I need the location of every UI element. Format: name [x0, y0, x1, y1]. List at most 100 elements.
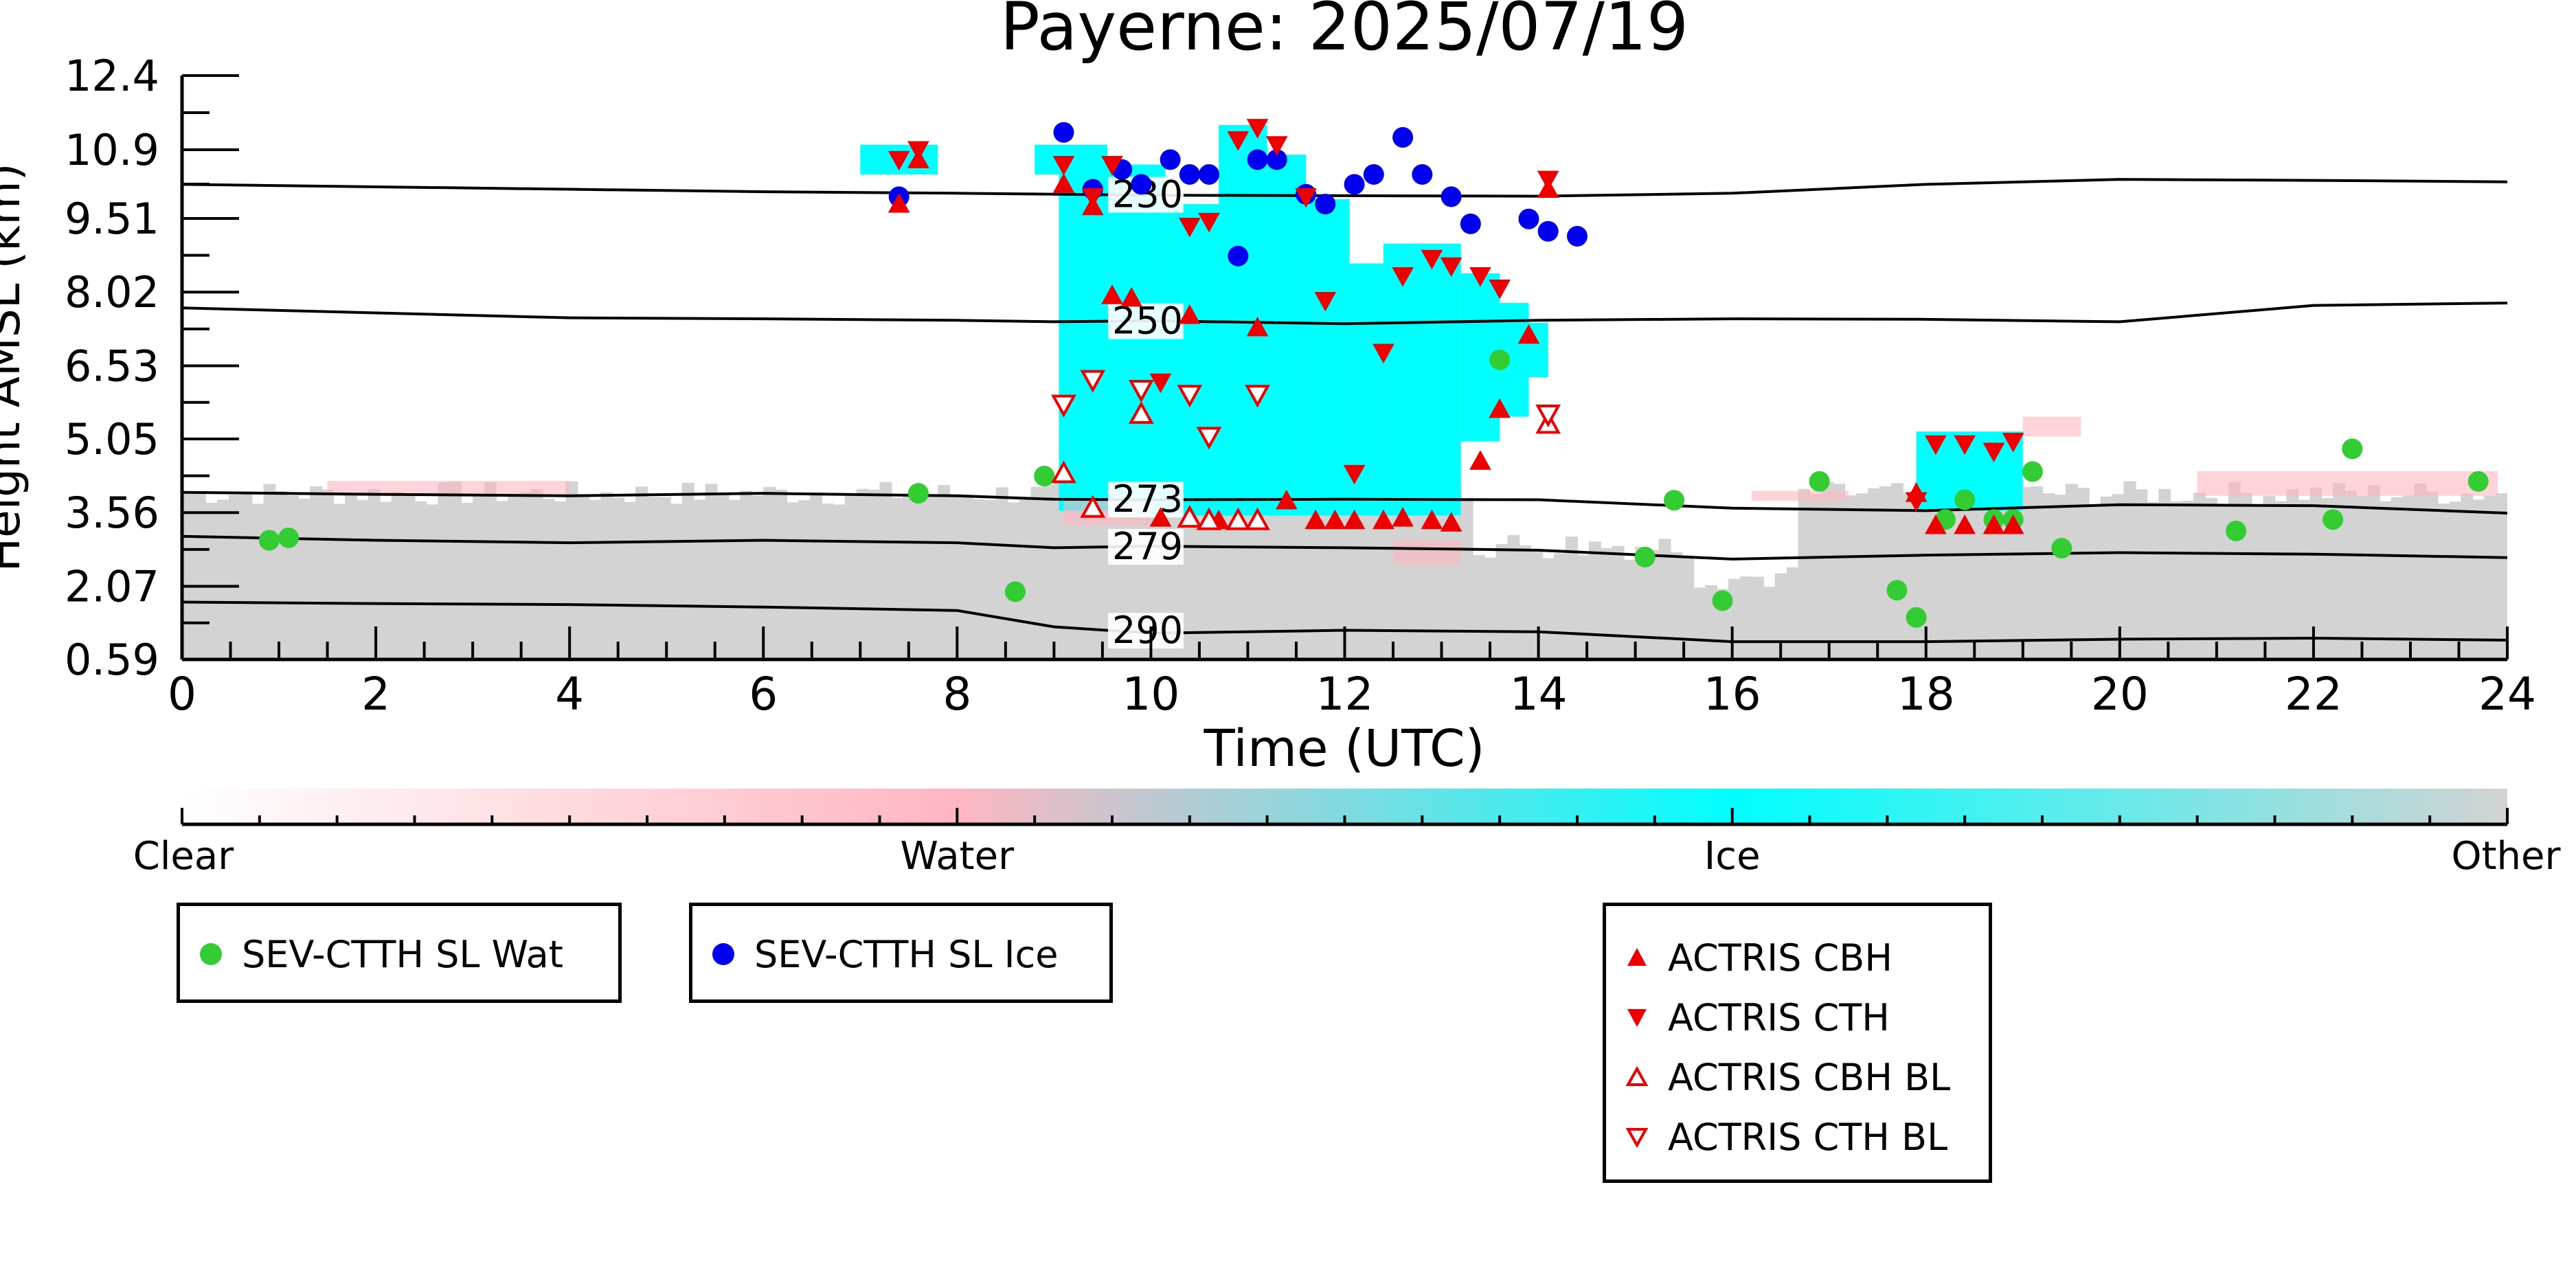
cloud-mask-other: [1530, 552, 1544, 659]
cloud-mask-other: [2007, 496, 2020, 659]
y-tick-label: 10.9: [65, 125, 159, 175]
point-actris-cth: [907, 141, 929, 161]
cloud-mask-other: [821, 503, 834, 659]
cloud-mask-other: [624, 501, 637, 659]
cloud-mask-other: [1670, 552, 1683, 659]
cloud-mask-other: [2402, 495, 2415, 659]
cloud-mask-other: [263, 484, 276, 659]
point-actris-cth-bl: [1196, 427, 1222, 450]
x-tick-label: 18: [1897, 668, 1955, 721]
cloud-mask-other: [984, 499, 997, 659]
point-actris-cth-bl: [1535, 405, 1561, 428]
cloud-mask-other: [310, 486, 323, 659]
point-actris-cbh: [1392, 507, 1414, 527]
cloud-mask-other: [1379, 499, 1392, 659]
isotherm-line-273: [182, 490, 2507, 515]
cloud-mask-other: [670, 504, 683, 659]
cloud-mask-other: [2367, 485, 2380, 659]
cloud-mask-other: [1763, 587, 1776, 659]
point-actris-cbh: [1489, 398, 1511, 418]
point-actris-cth: [1081, 188, 1104, 208]
cloud-mask-other: [1193, 487, 1206, 659]
cloud-mask-other: [2309, 487, 2323, 659]
legend-entry-actris-cth-bl: ACTRIS CTH BL: [1606, 1109, 1947, 1164]
cloud-mask-other: [1344, 502, 1357, 659]
point-actris-cbh: [1120, 286, 1143, 307]
cloud-mask-other: [2170, 501, 2183, 659]
cloud-mask-water: [2197, 471, 2498, 496]
cloud-mask-other: [787, 502, 800, 659]
cloud-mask-other: [879, 482, 892, 659]
cloud-mask-other: [1298, 494, 1311, 659]
cloud-mask-other: [519, 492, 532, 659]
point-sev-ctth-sl-wat: [1634, 547, 1656, 568]
point-sev-ctth-sl-ice: [1440, 186, 1462, 207]
cloud-mask-other: [2228, 482, 2241, 659]
cloud-mask-other: [1228, 505, 1241, 659]
cloud-mask-other: [356, 499, 369, 659]
point-sev-ctth-sl-ice: [1247, 149, 1268, 170]
cloud-mask-other: [972, 499, 985, 659]
point-sev-ctth-sl-wat: [2051, 538, 2072, 559]
cloud-mask-other: [228, 495, 241, 659]
cloud-mask-other: [344, 493, 357, 659]
cloud-mask-other: [763, 486, 776, 659]
isotherm-line-279: [182, 534, 2507, 561]
legend-label: ACTRIS CTH BL: [1668, 1115, 1948, 1159]
cloud-mask-other: [2274, 501, 2287, 659]
point-sev-ctth-sl-wat: [1489, 349, 1511, 370]
cloud-mask-other: [1437, 489, 1450, 659]
cloud-mask-other: [1252, 491, 1265, 659]
cloud-mask-other: [1856, 493, 1869, 659]
point-sev-ctth-sl-wat: [258, 530, 280, 551]
cloud-mask-background: [182, 124, 2507, 659]
point-sev-ctth-sl-wat: [1712, 590, 1733, 611]
point-actris-cbh-bl: [1245, 507, 1270, 530]
point-sev-ctth-sl-wat: [2022, 461, 2043, 482]
point-sev-ctth-sl-ice: [1179, 163, 1200, 185]
cloud-mask-other: [2193, 493, 2206, 659]
point-actris-cbh: [1421, 509, 1443, 530]
cloud-mask-other: [1077, 484, 1090, 659]
point-actris-cbh-bl: [1225, 507, 1251, 530]
point-actris-cth: [1265, 136, 1288, 156]
isotherm-label-290: 290: [1112, 609, 1183, 652]
point-actris-cth: [1314, 291, 1337, 312]
point-sev-ctth-sl-wat: [1886, 580, 1908, 601]
point-actris-cbh: [1440, 512, 1462, 532]
cloud-mask-other: [565, 481, 578, 659]
isotherm-label-279: 279: [1112, 525, 1183, 568]
point-actris-cbh: [1925, 514, 1947, 534]
point-actris-cbh: [1954, 514, 1976, 534]
cloud-mask-other: [1460, 499, 1473, 659]
cloud-mask-other: [1949, 495, 1962, 659]
cloud-mask-other: [1274, 503, 1287, 659]
point-sev-ctth-sl-ice: [1518, 208, 1539, 229]
point-actris-cbh-bl: [1128, 400, 1154, 425]
point-actris-cth: [1489, 279, 1511, 300]
cloud-mask-other: [438, 482, 451, 659]
cloud-mask-other: [298, 498, 311, 659]
colorbar-label-ice: Ice: [1704, 834, 1761, 879]
cloud-mask-other: [926, 495, 939, 659]
y-tick-label: 8.02: [65, 267, 159, 317]
point-sev-ctth-sl-ice: [1160, 149, 1181, 170]
cloud-mask-other: [856, 488, 869, 659]
cloud-mask-other: [1333, 494, 1346, 659]
cloud-mask-other: [2216, 505, 2229, 659]
point-actris-cth: [1295, 188, 1317, 208]
cloud-mask-other: [1065, 482, 1078, 659]
cloud-mask-other: [1623, 559, 1636, 659]
point-sev-ctth-sl-ice: [1266, 149, 1287, 170]
cloud-mask-other: [577, 495, 590, 659]
cloud-mask-other: [903, 495, 916, 659]
legend-entry-actris-cth: ACTRIS CTH: [1606, 990, 1890, 1045]
observation-markers: [258, 119, 2489, 628]
cloud-mask-other: [2496, 493, 2507, 659]
cloud-mask-other: [205, 503, 218, 659]
point-sev-ctth-sl-ice: [1131, 174, 1152, 195]
point-sev-ctth-sl-wat: [1004, 581, 1026, 602]
point-actris-cbh: [1343, 509, 1366, 530]
point-actris-cbh-bl: [1080, 495, 1106, 518]
cloud-mask-other: [1728, 578, 1741, 659]
